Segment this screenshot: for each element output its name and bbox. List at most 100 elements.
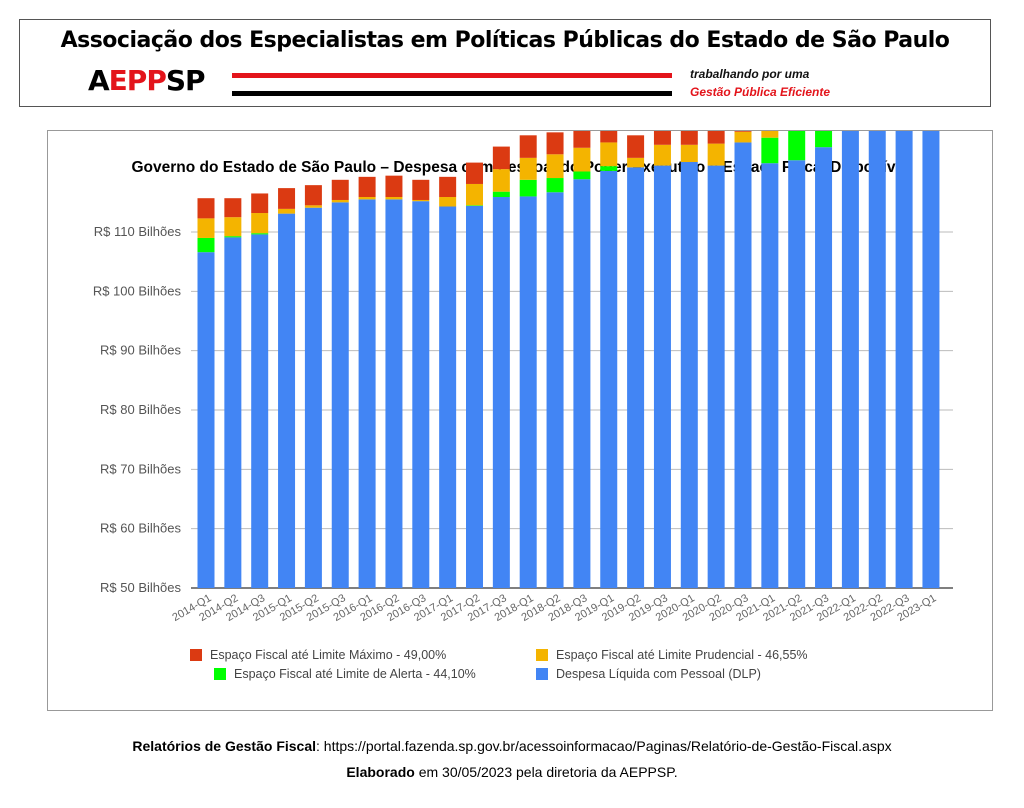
bar-segment bbox=[492, 169, 510, 192]
legend-item-maximo: Espaço Fiscal até Limite Máximo - 49,00% bbox=[190, 648, 446, 662]
bar-segment bbox=[546, 192, 564, 588]
bar-segment bbox=[466, 162, 483, 184]
bar-segment bbox=[519, 179, 537, 197]
bar-segment bbox=[439, 176, 457, 198]
source-label: Relatórios de Gestão Fiscal bbox=[132, 738, 317, 754]
bar-segment bbox=[841, 131, 859, 588]
black-stripe bbox=[232, 91, 672, 96]
bar-segment bbox=[546, 132, 564, 155]
bar-segment bbox=[278, 208, 296, 214]
bar-segment bbox=[492, 197, 510, 588]
y-tick-label: R$ 110 Bilhões bbox=[94, 224, 182, 239]
bar-segment bbox=[653, 131, 671, 145]
made-text: em 30/05/2023 pela diretoria da AEPPSP. bbox=[414, 764, 678, 780]
footer-source: Relatórios de Gestão Fiscal: https://por… bbox=[0, 738, 1024, 754]
y-tick-label: R$ 60 Bilhões bbox=[100, 521, 181, 536]
bar-segment bbox=[600, 170, 618, 588]
bar-segment bbox=[600, 166, 618, 171]
bar-segment bbox=[466, 205, 483, 588]
bar-segment bbox=[680, 144, 698, 163]
bar-segment bbox=[385, 197, 403, 200]
chart-container: Governo do Estado de São Paulo – Despesa… bbox=[47, 130, 993, 711]
bar-segment bbox=[385, 199, 403, 588]
bar-segment bbox=[653, 165, 671, 588]
bar-segment bbox=[573, 131, 591, 148]
bar-segment bbox=[251, 213, 269, 234]
bar-segment bbox=[707, 165, 725, 588]
bar-segment bbox=[761, 137, 779, 164]
bar-segment bbox=[358, 199, 376, 588]
bar-segment bbox=[680, 162, 698, 588]
bar-segment bbox=[546, 178, 564, 193]
made-label: Elaborado bbox=[346, 764, 415, 780]
y-tick-label: R$ 70 Bilhões bbox=[100, 461, 181, 476]
bar-segment bbox=[788, 160, 806, 588]
bar-segment bbox=[519, 196, 537, 588]
legend-item-dlp: Despesa Líquida com Pessoal (DLP) bbox=[536, 667, 761, 681]
bar-segment bbox=[304, 185, 322, 206]
bar-segment bbox=[358, 176, 376, 198]
bar-segment bbox=[868, 131, 886, 589]
bar-segment bbox=[573, 171, 591, 180]
bar-segment bbox=[761, 131, 779, 138]
bar-segment bbox=[922, 131, 940, 589]
legend-item-prudencial: Espaço Fiscal até Limite Prudencial - 46… bbox=[536, 648, 808, 662]
y-tick-label: R$ 80 Bilhões bbox=[100, 402, 181, 417]
red-stripe bbox=[232, 73, 672, 78]
bar-segment bbox=[331, 202, 349, 588]
bar-segment bbox=[815, 131, 833, 148]
bar-segment bbox=[492, 146, 510, 170]
bar-segment bbox=[304, 207, 322, 588]
bar-segment bbox=[251, 234, 269, 589]
legend-swatch bbox=[214, 668, 226, 680]
bar-segment bbox=[385, 175, 403, 198]
bar-segment bbox=[224, 198, 242, 218]
legend-label: Espaço Fiscal até Limite Máximo - 49,00% bbox=[210, 648, 447, 662]
bar-segment bbox=[358, 197, 376, 200]
bar-segment bbox=[788, 131, 806, 161]
bar-segment bbox=[304, 205, 322, 208]
bar-segment bbox=[653, 144, 671, 166]
bar-segment bbox=[895, 131, 913, 588]
bar-segment bbox=[466, 183, 483, 206]
bar-segment bbox=[627, 135, 645, 158]
bar-segment bbox=[466, 205, 483, 206]
bar-segment bbox=[492, 191, 510, 198]
bar-segment bbox=[412, 179, 430, 200]
footer-made: Elaborado em 30/05/2023 pela diretoria d… bbox=[0, 764, 1024, 780]
bar-segment bbox=[519, 135, 537, 158]
bar-segment bbox=[627, 157, 645, 168]
logo: AEPPSP bbox=[88, 64, 206, 97]
header-banner: Associação dos Especialistas em Política… bbox=[19, 19, 991, 107]
legend-swatch bbox=[536, 668, 548, 680]
bar-segment bbox=[439, 206, 457, 588]
bar-segment bbox=[251, 193, 269, 214]
bar-segment bbox=[278, 213, 296, 589]
bar-segment bbox=[439, 197, 457, 207]
legend-label: Despesa Líquida com Pessoal (DLP) bbox=[556, 667, 761, 681]
bar-segment bbox=[251, 233, 269, 235]
bar-segment bbox=[546, 154, 564, 179]
y-tick-label: R$ 90 Bilhões bbox=[100, 343, 181, 358]
legend-swatch bbox=[190, 649, 202, 661]
bar-segment bbox=[412, 199, 430, 202]
bar-segment bbox=[573, 179, 591, 588]
bar-segment bbox=[734, 131, 752, 143]
bar-segment bbox=[573, 147, 591, 172]
source-url[interactable]: : https://portal.fazenda.sp.gov.br/acess… bbox=[316, 738, 892, 754]
bar-segment bbox=[412, 201, 430, 588]
bar-segment bbox=[707, 131, 725, 144]
legend-label: Espaço Fiscal até Limite Prudencial - 46… bbox=[556, 648, 808, 662]
bar-segment bbox=[519, 157, 537, 180]
bar-segment bbox=[627, 167, 645, 589]
bar-segment bbox=[734, 131, 752, 132]
bar-segment bbox=[331, 199, 349, 203]
bar-segment bbox=[707, 143, 725, 166]
bar-segment bbox=[224, 237, 242, 588]
legend-item-alerta: Espaço Fiscal até Limite de Alerta - 44,… bbox=[214, 667, 476, 681]
bar-segment bbox=[224, 217, 242, 237]
bar-segment bbox=[278, 188, 296, 209]
bar-segment bbox=[197, 237, 215, 253]
bar-segment bbox=[815, 147, 833, 588]
bar-segment bbox=[197, 218, 215, 238]
